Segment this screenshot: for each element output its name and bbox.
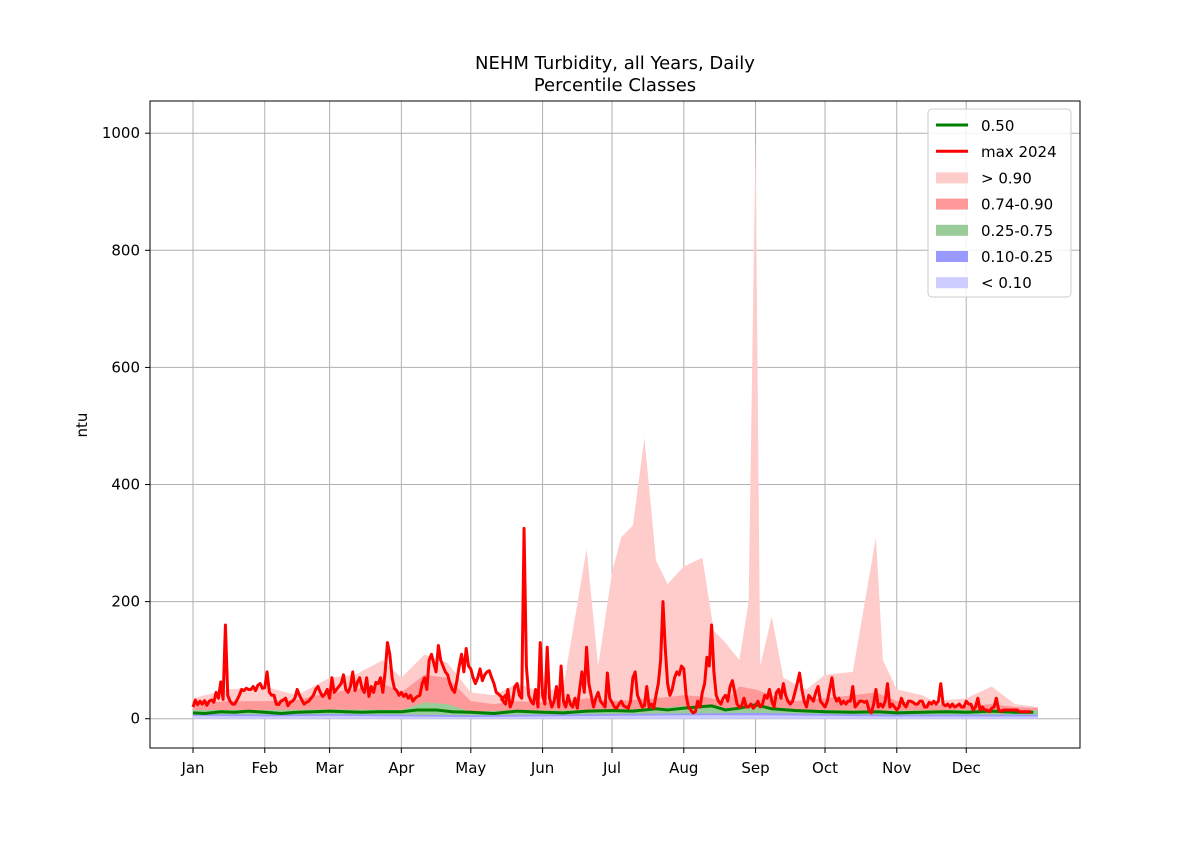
y-tick-label-400: 400: [111, 476, 140, 494]
legend-swatch-0-10-0-25: [936, 251, 968, 262]
x-tick-label-aug: Aug: [669, 759, 698, 777]
x-tick-label-may: May: [455, 759, 486, 777]
band-0-90: [193, 139, 1038, 719]
y-tick-label-600: 600: [111, 358, 140, 376]
band-0-10: [193, 715, 1038, 719]
legend-swatch-0-74-0-90: [936, 198, 968, 210]
legend-label-0-50: 0.50: [981, 117, 1014, 135]
legend-label-0-74-0-90: 0.74-0.90: [981, 196, 1053, 214]
legend-label-0-90: > 0.90: [981, 169, 1032, 187]
plot-frame: [149, 100, 1081, 749]
max-2024-line-segment-1: [191, 623, 510, 708]
legend: 0.50 max 2024 > 0.90 0.74-0.90 0.25-0.75 0.10…: [927, 108, 1072, 298]
plot-area: Jan Feb Mar Apr May Jun Jul Aug Sep Oct Nov Dec 0 200…: [102, 100, 1081, 777]
chart-subtitle: Percentile Classes: [534, 75, 696, 96]
legend-swatch-0-25-0-75: [936, 224, 968, 236]
max-2024-line-segment-2: [499, 526, 1032, 715]
x-tick-label-jun: Jun: [530, 759, 554, 777]
y-axis-label: ntu: [73, 413, 91, 438]
x-tick-label-nov: Nov: [882, 759, 911, 777]
x-tick-label-mar: Mar: [315, 759, 344, 777]
x-tick-label-oct: Oct: [812, 759, 838, 777]
y-tick-label-800: 800: [111, 241, 140, 259]
axis-ticks: Jan Feb Mar Apr May Jun Jul Aug Sep Oct Nov Dec 0 200…: [102, 124, 981, 777]
legend-label-0-10-0-25: 0.10-0.25: [981, 248, 1053, 266]
legend-label-0-25-0-75: 0.25-0.75: [981, 222, 1053, 240]
y-tick-label-200: 200: [111, 593, 140, 611]
chart-title: NEHM Turbidity, all Years, Daily: [475, 53, 755, 74]
legend-label-max-2024: max 2024: [981, 143, 1057, 161]
legend-swatch-0-90: [936, 172, 968, 184]
x-tick-label-sep: Sep: [741, 759, 769, 777]
legend-label-0-10: < 0.10: [981, 274, 1032, 292]
y-tick-label-0: 0: [130, 710, 140, 728]
y-tick-label-1000: 1000: [102, 124, 140, 142]
x-tick-label-dec: Dec: [952, 759, 981, 777]
data-layer: [191, 139, 1038, 719]
x-tick-label-feb: Feb: [251, 759, 278, 777]
legend-swatch-0-10: [936, 277, 968, 289]
band-0-74-0-90: [193, 674, 1038, 719]
x-tick-label-jan: Jan: [180, 759, 204, 777]
x-tick-label-apr: Apr: [388, 759, 415, 777]
x-tick-label-jul: Jul: [602, 759, 621, 777]
legend-box: [927, 108, 1072, 298]
